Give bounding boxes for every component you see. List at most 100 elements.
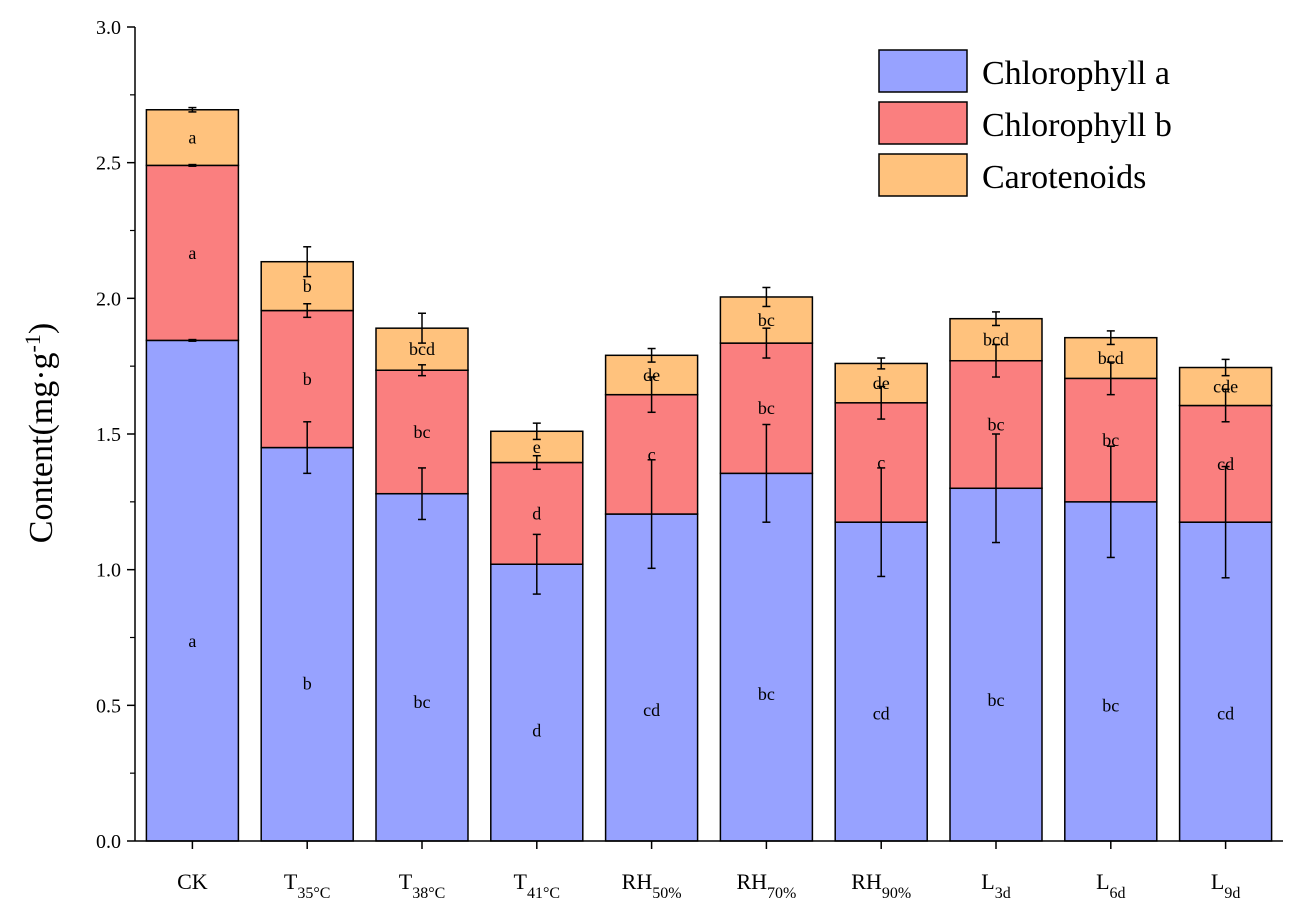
error-bar-carotenoids-rh-50 (647, 347, 656, 363)
bar-chlorophyll-a-l-6d (1064, 501, 1158, 842)
x-tick-label-l-6d: L6d (1096, 869, 1125, 902)
sig-label-chlorophyll-b-l-6d: bc (1102, 430, 1119, 450)
y-tick-label-0.5: 0.5 (96, 695, 121, 717)
y-axis-label: Content(mg·g-1) (20, 323, 61, 543)
sig-label-chlorophyll-a-l-6d: bc (1102, 695, 1119, 715)
sig-label-chlorophyll-a-rh-70: bc (758, 684, 775, 704)
error-bar-carotenoids-l-6d (1106, 330, 1115, 346)
axes-layer (127, 26, 1283, 849)
sig-label-carotenoids-ck: a (188, 128, 196, 148)
error-bar-chlorophyll-b-ck (188, 163, 197, 167)
sig-label-carotenoids-rh-50: de (643, 365, 660, 385)
sig-label-carotenoids-t-38-c: bcd (409, 339, 435, 359)
sig-label-chlorophyll-b-rh-50: c (648, 444, 656, 464)
error-bar-chlorophyll-a-t-41-c (532, 533, 541, 595)
error-bar-chlorophyll-b-l-3d (992, 343, 1000, 378)
x-tick-label-t-35-c: T35°C (284, 869, 331, 902)
error-bar-chlorophyll-a-rh-90 (877, 467, 886, 578)
bar-chlorophyll-a-l-3d (949, 487, 1043, 842)
sig-label-carotenoids-rh-70: bc (758, 310, 775, 330)
error-bar-chlorophyll-a-ck (188, 338, 197, 342)
bar-chlorophyll-a-t-38-c (375, 492, 469, 842)
error-bar-chlorophyll-b-t-35-c (303, 303, 312, 319)
x-tick-label-t-38-c: T38°C (399, 869, 446, 902)
error-bar-chlorophyll-b-rh-70 (762, 327, 771, 359)
legend-swatch-chlorophyll-a (878, 49, 968, 93)
bar-chlorophyll-a-t-35-c (260, 446, 354, 842)
sig-label-chlorophyll-b-t-41-c: d (532, 503, 541, 523)
error-bar-carotenoids-rh-70 (762, 286, 771, 308)
error-bar-carotenoids-ck (188, 106, 197, 113)
sig-label-chlorophyll-b-t-38-c: bc (414, 422, 431, 442)
y-tick-label-2.5: 2.5 (96, 153, 121, 175)
bar-chlorophyll-b-ck (145, 164, 240, 342)
sig-label-chlorophyll-a-t-35-c: b (303, 674, 312, 694)
error-bar-chlorophyll-b-rh-90 (877, 385, 886, 420)
legend-label-chlorophyll-b: Chlorophyll b (982, 107, 1172, 144)
bars-layer (145, 109, 1273, 842)
sig-label-chlorophyll-b-ck: a (188, 243, 196, 263)
error-bar-chlorophyll-a-l-9d (1221, 465, 1230, 579)
sig-label-chlorophyll-b-l-9d: cd (1217, 454, 1234, 474)
bar-carotenoids-ck (145, 109, 240, 167)
error-bar-chlorophyll-a-l-3d (992, 433, 1000, 544)
sig-label-carotenoids-t-41-c: e (533, 437, 541, 457)
y-tick-label-3.0: 3.0 (96, 17, 121, 39)
y-tick-label-2.0: 2.0 (96, 288, 121, 310)
sig-label-chlorophyll-b-rh-90: c (877, 452, 885, 472)
sig-label-chlorophyll-a-l-9d: cd (1217, 703, 1234, 723)
x-tick-label-rh-90: RH90% (851, 869, 911, 902)
y-tick-label-1.0: 1.0 (96, 560, 121, 582)
error-bar-carotenoids-l-9d (1221, 358, 1230, 377)
sig-label-chlorophyll-a-t-41-c: d (532, 720, 541, 740)
sig-label-chlorophyll-b-t-35-c: b (303, 369, 312, 389)
sig-label-carotenoids-l-9d: cde (1213, 377, 1238, 397)
error-bar-chlorophyll-a-rh-50 (647, 459, 656, 570)
legend-swatch-carotenoids (878, 153, 968, 197)
sig-label-chlorophyll-a-rh-90: cd (873, 703, 890, 723)
error-bar-chlorophyll-b-t-41-c (532, 454, 541, 471)
x-tick-label-ck: CK (177, 869, 208, 894)
bar-chlorophyll-a-ck (145, 339, 240, 842)
error-bar-chlorophyll-a-rh-70 (762, 423, 771, 523)
error-bar-chlorophyll-a-l-6d (1106, 445, 1115, 559)
error-bar-carotenoids-l-3d (992, 311, 1000, 327)
bar-chlorophyll-a-t-41-c (490, 563, 584, 842)
sig-label-carotenoids-l-6d: bcd (1098, 348, 1124, 368)
sig-label-chlorophyll-b-rh-70: bc (758, 398, 775, 418)
error-bar-carotenoids-t-38-c (418, 312, 426, 344)
x-tick-label-l-9d: L9d (1211, 869, 1240, 902)
sig-label-carotenoids-rh-90: de (873, 373, 890, 393)
sig-label-chlorophyll-a-l-3d: bc (988, 690, 1005, 710)
y-tick-label-1.5: 1.5 (96, 424, 121, 446)
sig-label-chlorophyll-a-t-38-c: bc (414, 692, 431, 712)
sig-label-chlorophyll-a-ck: a (188, 631, 196, 651)
sig-label-carotenoids-l-3d: bcd (983, 330, 1009, 350)
y-tick-labels: 0.0 0.5 1.0 1.5 2.0 2.5 3.0 (96, 17, 121, 853)
x-tick-label-t-41-c: T41°C (514, 869, 561, 902)
error-bar-chlorophyll-b-l-9d (1221, 388, 1230, 423)
sig-label-chlorophyll-a-rh-50: cd (643, 700, 660, 720)
y-tick-label-0.0: 0.0 (96, 831, 121, 853)
legend: Chlorophyll a Chlorophyll b Carotenoids (878, 49, 1172, 197)
legend-label-chlorophyll-a: Chlorophyll a (982, 55, 1170, 92)
error-bar-carotenoids-t-41-c (532, 422, 541, 441)
significance-labels-layer: aaabbbbcbcbcdddecdcdebcbcbccdcdebcbcbcdb… (188, 128, 1238, 741)
error-bar-chlorophyll-b-rh-50 (647, 376, 656, 414)
x-tick-labels: CK T35°C T38°C T41°C RH50% RH70% RH90% L3d L6d L9… (177, 869, 1240, 902)
sig-label-chlorophyll-b-l-3d: bc (988, 415, 1005, 435)
x-tick-label-rh-50: RH50% (622, 869, 682, 902)
error-bar-chlorophyll-a-t-38-c (418, 467, 426, 521)
x-tick-label-l-3d: L3d (981, 869, 1010, 902)
x-tick-label-rh-70: RH70% (736, 869, 796, 902)
error-bar-chlorophyll-b-t-38-c (418, 364, 426, 377)
bar-chlorophyll-a-rh-70 (719, 472, 814, 842)
error-bar-carotenoids-t-35-c (303, 246, 312, 278)
legend-swatch-chlorophyll-b (878, 101, 968, 145)
error-bar-chlorophyll-a-t-35-c (303, 421, 312, 475)
error-bar-carotenoids-rh-90 (877, 357, 886, 370)
bar-carotenoids-t-35-c (260, 260, 354, 312)
sig-label-carotenoids-t-35-c: b (303, 276, 312, 296)
error-bar-chlorophyll-b-l-6d (1106, 361, 1115, 396)
